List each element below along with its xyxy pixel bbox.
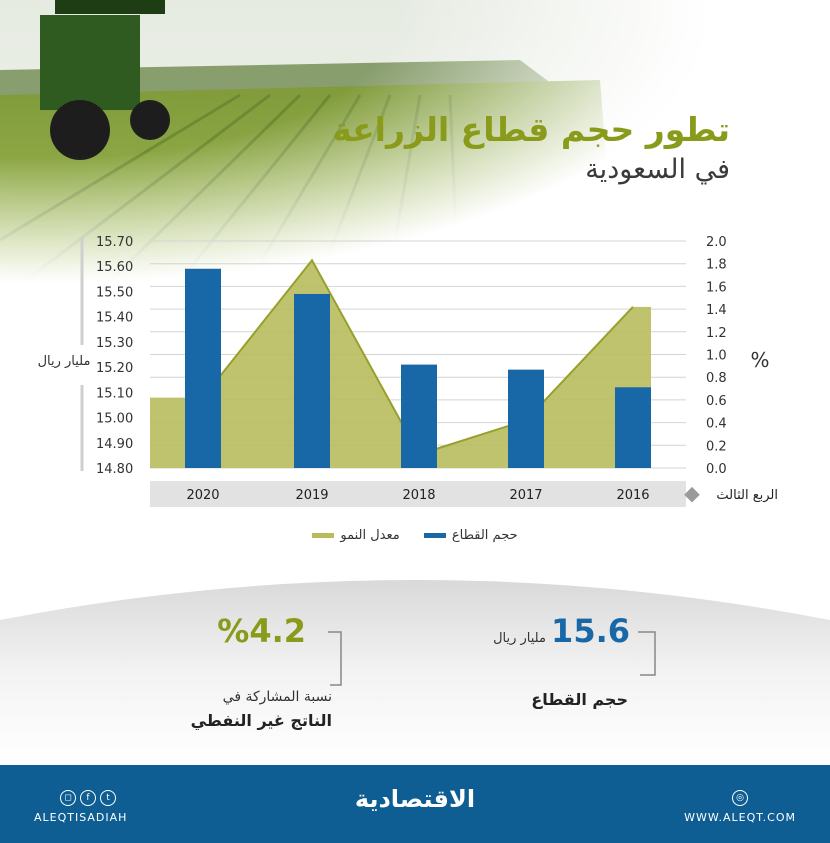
social-handle[interactable]: ALEQTISADIAH (34, 811, 128, 824)
facebook-icon[interactable]: f (80, 790, 96, 806)
stat-share-label-1: نسبة المشاركة في (222, 689, 332, 705)
left-tick-label: 14.90 (96, 437, 133, 452)
category-label: 2016 (616, 488, 649, 503)
footer: الاقتصادية ◎ ◻ f t WWW.ALEQT.COM ALEQTISAD… (0, 765, 830, 843)
right-tick-label: 0.0 (706, 462, 727, 477)
social-icons: ◻ f t (58, 785, 118, 806)
category-label: 2020 (186, 488, 219, 503)
legend-item-size: حجم القطاع (423, 528, 518, 543)
right-tick-label: 1.6 (706, 280, 727, 295)
category-label: 2017 (509, 488, 542, 503)
bar-2020 (185, 268, 221, 468)
right-tick-label: 1.0 (706, 349, 727, 364)
right-axis-label: % (750, 348, 769, 372)
left-tick-label: 15.30 (96, 336, 133, 351)
right-tick-label: 1.8 (706, 258, 727, 273)
stat-size-unit: مليار ريال (493, 631, 546, 646)
bar-2018 (401, 364, 437, 468)
bar-2017 (508, 369, 544, 468)
right-tick-label: 0.4 (706, 417, 727, 432)
left-tick-label: 15.50 (96, 285, 133, 300)
title-line-2: في السعودية (585, 154, 730, 185)
left-tick-label: 15.70 (96, 235, 133, 250)
stat-size: 15.6 مليار ريال (493, 612, 630, 650)
stat-size-value: 15.6 (551, 612, 630, 650)
title-line-1: تطور حجم قطاع الزراعة (332, 110, 730, 149)
x-axis-band (150, 481, 686, 507)
left-tick-label: 15.00 (96, 412, 133, 427)
left-axis-label: مليار ريال (38, 354, 91, 369)
legend-size-swatch (423, 533, 446, 538)
chart-title: تطور حجم قطاع الزراعة في السعودية (332, 108, 730, 188)
stat-size-label: حجم القطاع (531, 690, 628, 709)
legend-item-growth: معدل النمو (312, 528, 400, 543)
growth-area (150, 260, 651, 468)
right-tick-label: 1.2 (706, 326, 727, 341)
category-label: 2018 (402, 488, 435, 503)
footer-right-icons: ◎ (730, 785, 750, 806)
stats-backdrop (0, 580, 830, 765)
left-tick-label: 15.60 (96, 260, 133, 275)
stat-share-value: %4.2 (217, 612, 306, 650)
stat-share: %4.2 (217, 612, 306, 650)
farm-photo (0, 0, 830, 330)
instagram-icon[interactable]: ◻ (60, 790, 76, 806)
brand-logo: الاقتصادية (354, 785, 476, 813)
globe-icon[interactable]: ◎ (732, 790, 748, 806)
chart: 15.70 15.60 15.50 15.40 15.30 15.20 15.10 15.00… (38, 235, 778, 507)
legend-growth-label: معدل النمو (340, 528, 400, 543)
left-tick-label: 15.40 (96, 311, 133, 326)
diamond-icon (684, 486, 700, 503)
left-tick-label: 15.20 (96, 361, 133, 376)
legend-growth-swatch (312, 533, 335, 538)
twitter-icon[interactable]: t (100, 790, 116, 806)
bar-2016 (615, 387, 651, 468)
right-tick-label: 0.6 (706, 394, 727, 409)
legend-size-label: حجم القطاع (451, 528, 518, 543)
legend: معدل النمو حجم القطاع (0, 528, 830, 543)
website-link[interactable]: WWW.ALEQT.COM (684, 811, 796, 824)
bar-2019 (294, 293, 330, 468)
category-label: 2019 (295, 488, 328, 503)
left-tick-label: 14.80 (96, 462, 133, 477)
right-tick-label: 0.8 (706, 371, 727, 386)
stat-share-label-2: الناتج غير النفطي (190, 711, 332, 730)
right-tick-label: 2.0 (706, 235, 727, 250)
left-tick-label: 15.10 (96, 386, 133, 401)
x-axis-label: الربع الثالث (716, 488, 778, 503)
right-tick-label: 1.4 (706, 303, 727, 318)
right-tick-label: 0.2 (706, 439, 727, 454)
